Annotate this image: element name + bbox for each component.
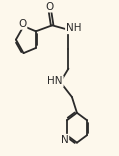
Text: O: O [18,19,27,29]
Text: HN: HN [47,76,63,86]
Text: NH: NH [66,23,81,33]
Text: O: O [46,2,54,12]
Text: N: N [61,135,68,145]
